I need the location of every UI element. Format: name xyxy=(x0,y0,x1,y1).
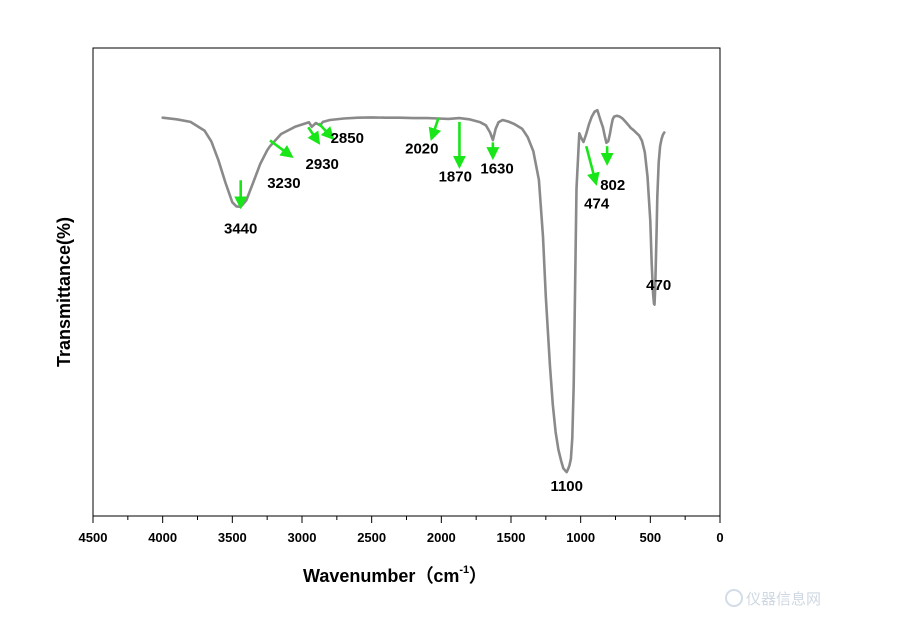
x-tick-label: 500 xyxy=(639,530,661,545)
x-tick-label: 4500 xyxy=(79,530,108,545)
x-tick-label: 0 xyxy=(716,530,723,545)
y-axis-title: Transmittance(%) xyxy=(54,217,74,367)
x-tick-label: 4000 xyxy=(148,530,177,545)
peak-label-3440: 3440 xyxy=(224,220,257,237)
peak-arrow-474 xyxy=(584,145,600,186)
x-tick-label: 3500 xyxy=(218,530,247,545)
peak-arrow-3230 xyxy=(269,139,294,158)
x-tick-label: 1500 xyxy=(497,530,526,545)
peak-label-474: 474 xyxy=(584,196,610,213)
peak-label-1100: 1100 xyxy=(550,478,583,495)
peak-arrow-2020 xyxy=(428,117,442,142)
peak-label-3230: 3230 xyxy=(267,175,300,192)
x-axis-tick-labels: 4500 4000 3500 3000 2500 2000 1500 1000 500 0 xyxy=(79,530,724,545)
watermark-text: 仪器信息网 xyxy=(746,590,821,608)
peak-arrow-2850 xyxy=(317,122,335,141)
x-tick-label: 2500 xyxy=(357,530,386,545)
x-axis-title-main: Wavenumber（cm xyxy=(303,566,459,586)
peak-label-1870: 1870 xyxy=(439,168,472,185)
peak-label-470: 470 xyxy=(646,277,671,294)
x-tick-label: 3000 xyxy=(288,530,317,545)
watermark-logo-icon xyxy=(725,589,743,607)
x-axis-ticks xyxy=(92,516,721,523)
x-axis-title-close: ） xyxy=(469,566,487,586)
peak-label-2930: 2930 xyxy=(306,156,339,173)
peak-label-802: 802 xyxy=(600,177,625,194)
x-tick-label: 2000 xyxy=(427,530,456,545)
peak-label-1630: 1630 xyxy=(480,160,513,177)
watermark: 仪器信息网 xyxy=(725,589,821,608)
series-line-ftir xyxy=(161,108,666,474)
x-tick-label: 1000 xyxy=(566,530,595,545)
peak-label-2020: 2020 xyxy=(405,141,438,158)
peak-arrow-2930 xyxy=(307,126,321,145)
x-axis-title: Wavenumber（cm-1） xyxy=(303,564,487,586)
peak-label-2850: 2850 xyxy=(331,130,364,147)
x-axis-title-superscript: -1 xyxy=(459,564,469,576)
